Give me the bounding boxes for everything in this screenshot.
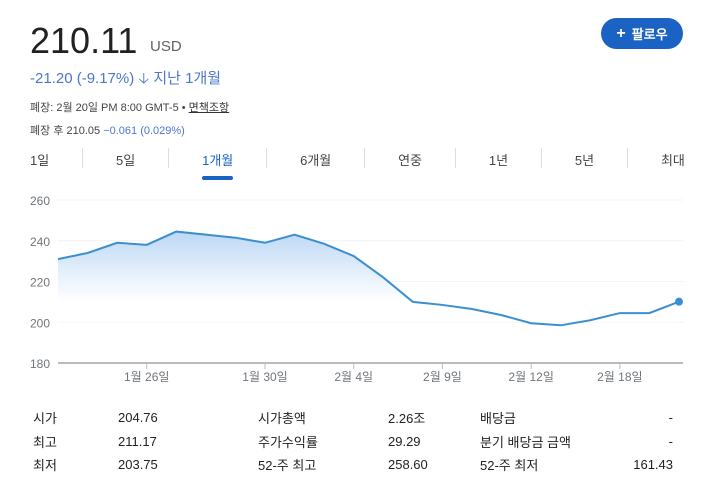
stat-value: 204.76 — [118, 410, 158, 426]
follow-label: 팔로우 — [631, 27, 668, 42]
y-tick-label: 220 — [30, 276, 50, 290]
x-tick-label: 2월 4일 — [334, 370, 373, 384]
y-tick-label: 240 — [30, 235, 50, 249]
arrow-down-icon: 🡣 — [138, 70, 150, 87]
stat-label: 최고 — [33, 434, 57, 450]
x-tick-label: 2월 9일 — [423, 370, 462, 384]
tab-range[interactable]: 5년 — [574, 153, 595, 168]
plus-icon: + — [616, 24, 626, 42]
stats-row: 최저 203.75 52-주 최고 258.60 52-주 최저 161.43 — [33, 453, 673, 477]
follow-button[interactable]: + 팔로우 — [601, 18, 683, 49]
x-tick-label: 2월 12일 — [508, 370, 553, 384]
y-tick-label: 260 — [30, 194, 50, 208]
stat-value: 258.60 — [388, 457, 428, 473]
currency: USD — [150, 38, 182, 55]
tab-divider — [266, 148, 268, 168]
y-tick-label: 200 — [30, 316, 50, 330]
tab-divider — [82, 148, 84, 168]
after-hours: 폐장 후 210.05 −0.061 (0.029%) — [30, 122, 185, 138]
tab-range[interactable]: 5일 — [116, 153, 136, 168]
price-change: -21.20 (-9.17%) 🡣 지난 1개월 — [30, 67, 221, 93]
stat-label: 최저 — [33, 458, 57, 474]
stat-value: 203.75 — [118, 457, 158, 473]
stat-label: 시가총액 — [258, 411, 306, 427]
price-line — [57, 230, 680, 327]
stat-label: 배당금 — [480, 411, 516, 427]
area-fill — [58, 231, 679, 326]
price-chart: 180 200 220 240 260 1월 26일 1월 30일 2월 4일 2월 9일 2월 … — [30, 194, 683, 384]
tab-range[interactable]: 1일 — [30, 153, 50, 168]
tab-range[interactable]: 연중 — [398, 153, 423, 168]
tab-range[interactable]: 1년 — [488, 153, 509, 168]
period-label: 지난 1개월 — [153, 70, 222, 87]
range-tabs: 1일 5일 1개월 6개월 연중 1년 5년 최대 — [30, 148, 685, 180]
change-value: -21.20 (-9.17%) — [30, 70, 135, 87]
tab-divider — [454, 148, 456, 168]
x-tick-label: 1월 26일 — [124, 370, 169, 384]
disclaimer-link[interactable]: 면책조항 — [188, 102, 230, 114]
stat-label: 주가수익률 — [258, 434, 318, 450]
stat-value: 211.17 — [118, 433, 157, 449]
tab-divider — [168, 148, 170, 168]
stats-table: 시가 204.76 시가총액 2.26조 배당금 - 최고 211.17 주가수익률 29.29 분… — [33, 406, 673, 477]
stat-label: 시가 — [33, 411, 57, 427]
stat-value: 161.43 — [633, 457, 673, 473]
y-tick-label: 180 — [30, 357, 50, 371]
stat-value: - — [668, 410, 673, 426]
stats-row: 시가 204.76 시가총액 2.26조 배당금 - — [33, 406, 673, 430]
stat-value: - — [668, 433, 673, 449]
after-hours-price: 폐장 후 210.05 — [30, 125, 101, 137]
data-point — [675, 297, 683, 306]
after-hours-change: −0.061 (0.029%) — [103, 125, 185, 137]
tab-range[interactable]: 6개월 — [300, 153, 332, 168]
stat-value: 2.26조 — [388, 411, 426, 427]
x-tick-label: 1월 30일 — [242, 370, 287, 384]
stat-label: 52-주 최저 — [480, 458, 539, 474]
tab-divider — [540, 148, 542, 168]
stats-row: 최고 211.17 주가수익률 29.29 분기 배당금 금액 - — [33, 430, 673, 454]
tab-range[interactable]: 1개월 — [202, 148, 234, 180]
stat-value: 29.29 — [388, 433, 421, 449]
current-price: 210.11 — [30, 20, 138, 61]
stat-label: 분기 배당금 금액 — [480, 434, 571, 450]
x-tick-label: 2월 18일 — [597, 370, 642, 384]
close-info: 폐장: 2월 20일 PM 8:00 GMT-5 • 면책조항 — [30, 99, 229, 115]
tab-divider — [627, 148, 629, 168]
close-time: 폐장: 2월 20일 PM 8:00 GMT-5 • — [30, 102, 186, 114]
tab-range[interactable]: 최대 — [660, 153, 685, 168]
stat-label: 52-주 최고 — [258, 458, 317, 474]
tab-divider — [364, 148, 366, 168]
